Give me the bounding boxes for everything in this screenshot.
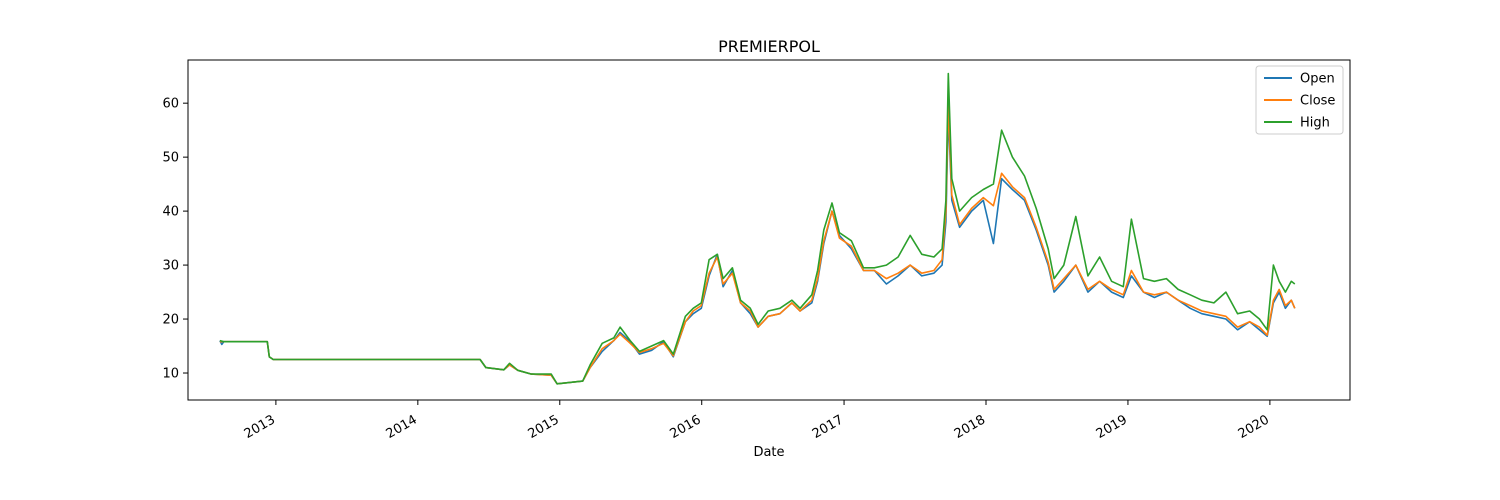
y-tick-label: 10 bbox=[162, 367, 179, 382]
x-tick-label: 2018 bbox=[952, 412, 988, 442]
x-tick-label: 2019 bbox=[1094, 412, 1130, 442]
x-tick-label: 2017 bbox=[810, 412, 846, 442]
x-tick-label: 2016 bbox=[668, 412, 704, 442]
legend: Open Close High bbox=[1255, 65, 1344, 135]
x-tick-label: 2014 bbox=[384, 412, 420, 442]
x-axis: 2013 2014 2015 2016 2017 2018 2019 2020 bbox=[242, 400, 1272, 442]
series-line-high bbox=[219, 72, 1296, 385]
y-tick-label: 40 bbox=[162, 205, 179, 220]
legend-label-high: High bbox=[1300, 116, 1330, 131]
series-line-open bbox=[219, 113, 1296, 385]
legend-label-open: Open bbox=[1300, 72, 1335, 87]
y-axis: 10 20 30 40 50 60 bbox=[162, 97, 188, 382]
legend-label-close: Close bbox=[1300, 94, 1335, 109]
y-tick-label: 60 bbox=[162, 97, 179, 112]
series-line-close bbox=[219, 102, 1296, 385]
x-axis-label: Date bbox=[753, 445, 784, 460]
plot-area-frame bbox=[187, 59, 1351, 401]
y-tick-label: 30 bbox=[162, 259, 179, 274]
y-tick-label: 50 bbox=[162, 151, 179, 166]
x-tick-label: 2013 bbox=[242, 412, 278, 442]
series-layer bbox=[219, 72, 1296, 385]
legend-box bbox=[1255, 65, 1344, 135]
x-tick-label: 2015 bbox=[526, 412, 562, 442]
x-tick-label: 2020 bbox=[1236, 412, 1272, 442]
y-tick-label: 20 bbox=[162, 313, 179, 328]
chart-title: PREMIERPOL bbox=[718, 37, 820, 56]
